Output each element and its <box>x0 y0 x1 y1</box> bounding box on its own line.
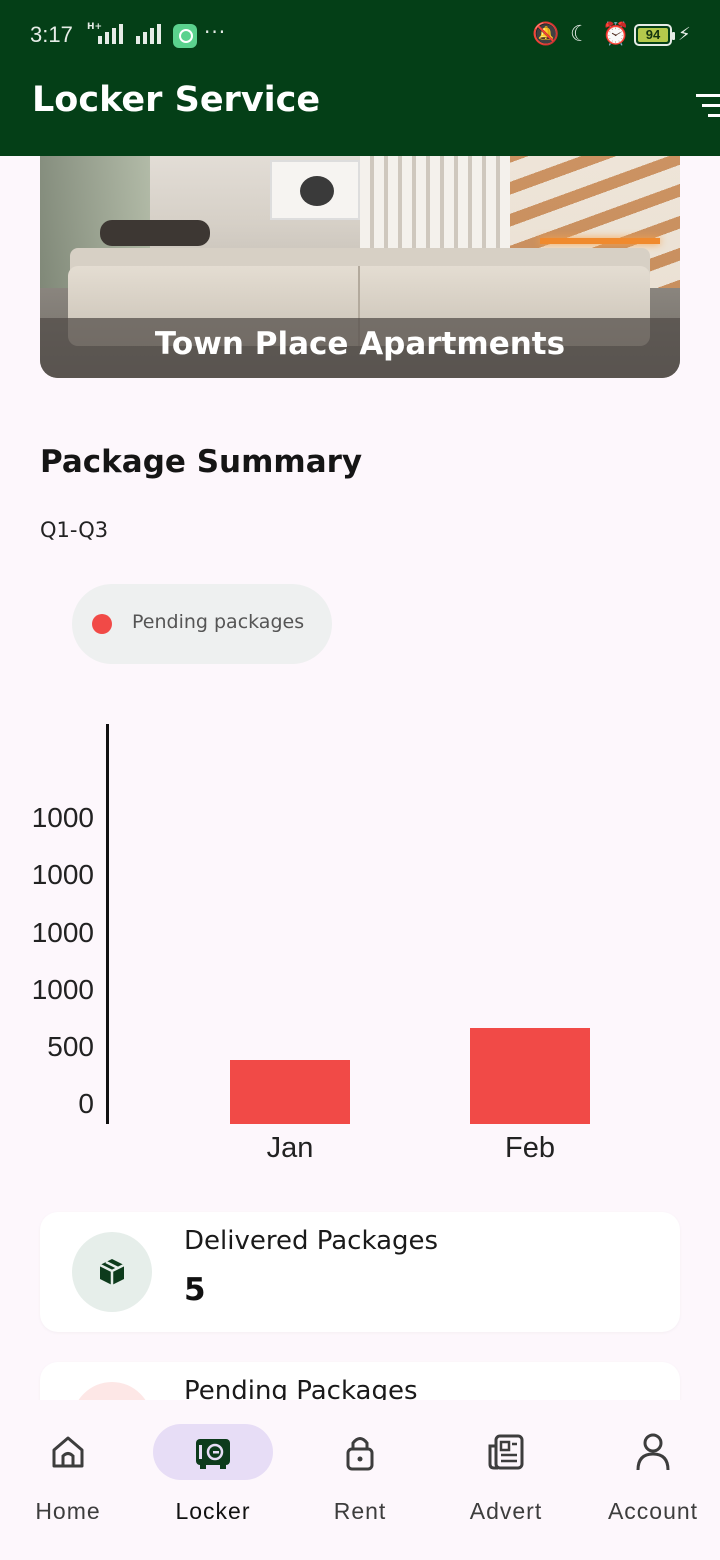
home-icon <box>48 1432 88 1472</box>
hero-fireplace <box>540 238 660 244</box>
do-not-disturb-moon-icon: ☾ <box>570 22 590 47</box>
y-tick-label: 1000 <box>0 802 94 834</box>
y-tick-label: 1000 <box>0 859 94 891</box>
nav-label: Advert <box>438 1498 574 1525</box>
page-title: Locker Service <box>32 80 320 120</box>
alarm-clock-icon: ⏰ <box>602 22 629 47</box>
hero-lounge-chair <box>100 220 210 246</box>
delivered-icon-circle <box>72 1232 152 1312</box>
y-tick-label: 0 <box>0 1088 94 1120</box>
nav-label: Locker <box>145 1498 281 1525</box>
nav-account[interactable]: Account <box>585 1400 720 1560</box>
lock-icon <box>340 1432 380 1472</box>
card-label: Delivered Packages <box>184 1226 438 1256</box>
status-bar: 3:17 H+ ··· 🔕 ☾ ⏰ 94 ⚡ <box>0 0 720 72</box>
y-tick-label: 1000 <box>0 917 94 949</box>
person-icon <box>633 1432 673 1472</box>
chart-legend-chip[interactable]: Pending packages <box>72 584 332 664</box>
property-name: Town Place Apartments <box>40 326 680 362</box>
nav-label: Home <box>0 1498 136 1525</box>
y-tick-label: 500 <box>0 1031 94 1063</box>
x-tick-label: Feb <box>470 1132 590 1165</box>
y-axis-line <box>106 724 109 1124</box>
signal-strength-icon-2 <box>136 24 161 44</box>
delivered-packages-card[interactable]: Delivered Packages 5 <box>40 1212 680 1332</box>
signal-strength-icon <box>98 24 123 44</box>
package-icon <box>96 1256 128 1288</box>
newspaper-icon <box>486 1432 526 1472</box>
battery-icon: 94 <box>634 24 672 46</box>
card-count: 5 <box>184 1272 206 1308</box>
locker-icon <box>193 1432 233 1472</box>
more-notifications-icon: ··· <box>204 20 226 44</box>
nav-label: Account <box>585 1498 720 1525</box>
charging-bolt-icon: ⚡ <box>678 24 691 45</box>
top-app-bar: 3:17 H+ ··· 🔕 ☾ ⏰ 94 ⚡ Locker Service <box>0 0 720 156</box>
legend-color-dot <box>92 614 112 634</box>
property-hero-image[interactable]: Town Place Apartments <box>40 120 680 378</box>
bar-jan[interactable] <box>230 1060 350 1124</box>
status-time: 3:17 <box>30 22 73 48</box>
y-tick-label: 1000 <box>0 974 94 1006</box>
nav-label: Rent <box>292 1498 428 1525</box>
section-subtitle: Q1-Q3 <box>40 518 108 542</box>
section-title: Package Summary <box>40 444 362 480</box>
x-tick-label: Jan <box>230 1132 350 1165</box>
nav-home[interactable]: Home <box>0 1400 144 1560</box>
nav-advert[interactable]: Advert <box>438 1400 582 1560</box>
legend-label: Pending packages <box>132 611 304 633</box>
vibrate-off-icon: 🔕 <box>532 22 559 47</box>
bottom-navigation: Home Locker Rent Adv <box>0 1400 720 1560</box>
filter-menu-icon[interactable] <box>696 94 720 120</box>
package-bar-chart: 0 500 1000 1000 1000 1000 Jan Feb <box>0 700 720 1180</box>
app-notification-icon <box>173 24 197 48</box>
nav-locker[interactable]: Locker <box>145 1400 289 1560</box>
battery-level: 94 <box>636 27 670 42</box>
bar-feb[interactable] <box>470 1028 590 1124</box>
hero-wall-art <box>270 160 360 220</box>
nav-rent[interactable]: Rent <box>292 1400 436 1560</box>
